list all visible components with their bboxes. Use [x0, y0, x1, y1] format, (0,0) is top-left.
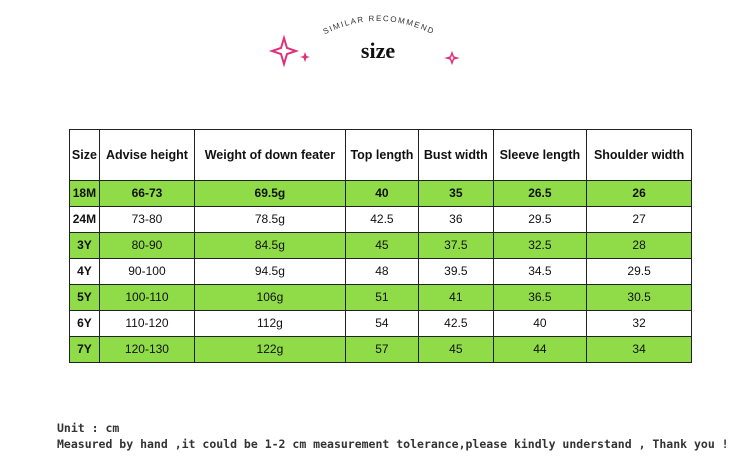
table-cell: 5Y: [69, 284, 100, 311]
table-cell: 30.5: [586, 284, 692, 311]
column-header: Size: [69, 129, 100, 181]
table-cell: 40: [344, 180, 420, 207]
header-subtitle: SIMILAR RECOMMEND: [322, 14, 437, 36]
table-cell: 41: [418, 284, 494, 311]
column-header: Sleeve length: [492, 129, 588, 181]
table-row: 6Y 110-120 112g 54 42.5 40 32: [69, 310, 692, 337]
table-cell: 42.5: [344, 206, 420, 233]
table-cell: 26.5: [492, 180, 588, 207]
table-row: 3Y 80-90 84.5g 45 37.5 32.5 28: [69, 232, 692, 259]
table-cell: 110-120: [98, 310, 196, 337]
table-row: 18M 66-73 69.5g 40 35 26.5 26: [69, 180, 692, 207]
tolerance-note: Measured by hand ,it could be 1-2 cm mea…: [57, 437, 729, 451]
table-cell: 35: [418, 180, 494, 207]
table-cell: 36.5: [492, 284, 588, 311]
table-cell: 36: [418, 206, 494, 233]
table-cell: 44: [492, 336, 588, 363]
header-subtitle-text: SIMILAR RECOMMEND: [322, 14, 435, 36]
table-cell: 94.5g: [194, 258, 346, 285]
table-cell: 28: [586, 232, 692, 259]
table-cell: 18M: [69, 180, 100, 207]
table-cell: 40: [492, 310, 588, 337]
table-cell: 32: [586, 310, 692, 337]
table-cell: 69.5g: [194, 180, 346, 207]
table-row: 4Y 90-100 94.5g 48 39.5 34.5 29.5: [69, 258, 692, 285]
column-header: Bust width: [418, 129, 494, 181]
table-cell: 27: [586, 206, 692, 233]
table-cell: 84.5g: [194, 232, 346, 259]
column-header: Advise height: [98, 129, 196, 181]
table-cell: 37.5: [418, 232, 494, 259]
table-cell: 26: [586, 180, 692, 207]
column-header: Weight of down feater: [194, 129, 346, 181]
table-cell: 45: [418, 336, 494, 363]
table-cell: 39.5: [418, 258, 494, 285]
table-cell: 80-90: [98, 232, 196, 259]
table-cell: 112g: [194, 310, 346, 337]
table-cell: 4Y: [69, 258, 100, 285]
table-row: 24M 73-80 78.5g 42.5 36 29.5 27: [69, 206, 692, 233]
size-table: Size Advise height Weight of down feater To…: [69, 129, 692, 363]
column-header: Top length: [344, 129, 420, 181]
header-title: size: [361, 38, 395, 63]
table-cell: 120-130: [98, 336, 196, 363]
table-cell: 6Y: [69, 310, 100, 337]
table-cell: 32.5: [492, 232, 588, 259]
table-cell: 54: [344, 310, 420, 337]
table-cell: 100-110: [98, 284, 196, 311]
column-header: Shoulder width: [586, 129, 692, 181]
table-row: 5Y 100-110 106g 51 41 36.5 30.5: [69, 284, 692, 311]
sparkle: [268, 34, 300, 68]
table-cell: 73-80: [98, 206, 196, 233]
table-cell: 3Y: [69, 232, 100, 259]
table-cell: 106g: [194, 284, 346, 311]
sparkle: [300, 52, 310, 62]
table-cell: 78.5g: [194, 206, 346, 233]
table-cell: 24M: [69, 206, 100, 233]
table-cell: 29.5: [586, 258, 692, 285]
table-cell: 122g: [194, 336, 346, 363]
header-row: Size Advise height Weight of down feater To…: [69, 129, 692, 181]
table-cell: 7Y: [69, 336, 100, 363]
table-cell: 34: [586, 336, 692, 363]
table-cell: 66-73: [98, 180, 196, 207]
unit-note: Unit : cm: [57, 421, 120, 435]
table-cell: 48: [344, 258, 420, 285]
sparkle: [444, 50, 460, 66]
table-cell: 45: [344, 232, 420, 259]
table-cell: 90-100: [98, 258, 196, 285]
table-cell: 51: [344, 284, 420, 311]
table-cell: 29.5: [492, 206, 588, 233]
table-cell: 42.5: [418, 310, 494, 337]
table-cell: 57: [344, 336, 420, 363]
table-row: 7Y 120-130 122g 57 45 44 34: [69, 336, 692, 363]
table-cell: 34.5: [492, 258, 588, 285]
header: SIMILAR RECOMMEND size: [268, 14, 460, 68]
